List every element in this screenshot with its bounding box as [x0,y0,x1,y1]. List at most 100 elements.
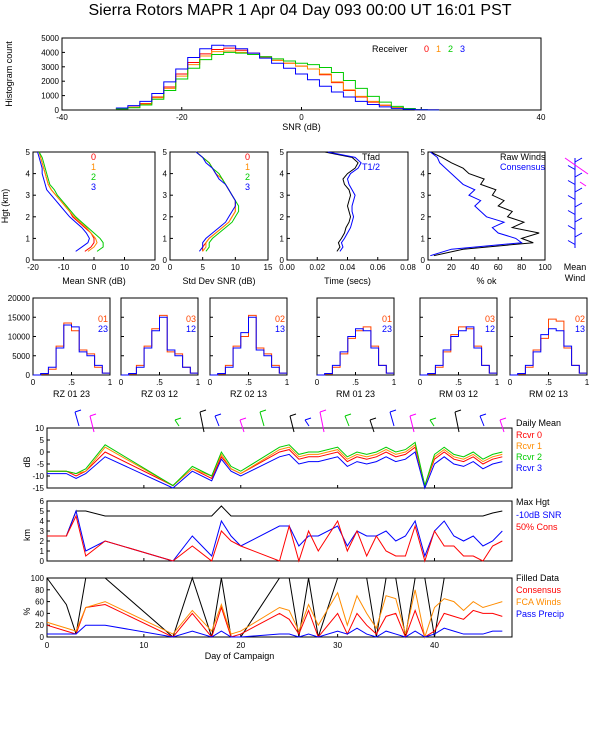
profile-series-1 [195,151,236,252]
x-axis-label: RM 03 12 [439,389,478,399]
wind-barb [454,411,460,433]
wind-barb [499,417,507,421]
legend-label: 3 [460,44,465,54]
wind-barb [214,413,222,417]
y-tick-label: -5 [37,460,45,469]
wind-barb [344,415,350,427]
wind-barb [304,419,310,427]
legend-label: 2 [245,172,250,182]
wind-barb [89,413,97,417]
mean-wind-label: Mean [564,262,587,272]
x-tick-label: -20 [27,263,39,272]
y-tick-label: 5 [40,436,45,445]
legend-label: Consensus [500,162,546,172]
wind-barb [429,419,435,427]
x-tick-label: 20 [151,263,160,272]
y-tick-label: 4 [26,170,31,179]
x-axis-label: % ok [476,276,497,286]
x-tick-label: 0 [45,641,50,650]
legend-label: 12 [186,324,196,334]
legend-label: 1 [245,162,250,172]
y-tick-label: 2 [163,213,168,222]
x-tick-label: 0 [168,263,173,272]
legend-label: 0 [245,152,250,162]
legend-label: T1/2 [362,162,380,172]
x-tick-label: .5 [245,378,252,387]
legend-label: 13 [275,324,285,334]
wind-barb [574,232,583,238]
wind-barb [574,172,583,178]
legend-label: -10dB SNR [516,510,562,520]
legend-label: 02 [575,314,585,324]
wind-barb [479,415,485,427]
legend-label: 3 [91,182,96,192]
wind-barb [564,157,589,175]
time-profile: 0.00 0.02 0.04 0.06 0.08 0 1 2 3 4 5 Time (secs) Tfa… [279,148,416,286]
x-tick-label: 60 [494,263,503,272]
wind-barb [304,417,312,421]
x-tick-label: .5 [156,378,163,387]
small_hist_1-frame [32,297,111,376]
legend-label: Filled Data [516,573,559,583]
x-tick-label: 0 [31,378,36,387]
x-axis-label: SNR (dB) [282,122,321,132]
y-axis-label: km [22,529,32,541]
y-tick-label: 6 [40,497,45,506]
x-tick-label: 5 [200,263,205,272]
x-tick-label: 15 [264,263,273,272]
x-tick-label: 20 [417,113,426,122]
x-tick-label: 0 [418,378,423,387]
y-tick-label: 0 [280,256,285,265]
legend-label: 01 [98,314,108,324]
daily_hgt-frame [46,500,513,562]
wind-barb [239,419,245,433]
x-tick-label: 0.04 [340,263,356,272]
wind-barb [429,417,437,421]
daily_snr-frame [46,427,513,489]
profile-series-2 [38,151,104,252]
daily-wind-barbs [74,409,507,433]
x-tick-label: .5 [352,378,359,387]
x-tick-label: 0.08 [400,263,416,272]
histogram-series-2 [115,51,440,111]
y-axis-label: Histogram count [4,41,14,107]
wind-barb [454,409,462,413]
y-tick-label: 5 [163,148,168,157]
legend-label: 2 [448,44,453,54]
std_snr_profile-frame [169,151,269,261]
x-tick-label: 0.02 [309,263,325,272]
wind-barb [289,413,297,417]
legend-label: 02 [275,314,285,324]
profile-series-0 [38,151,95,252]
x-tick-label: 0 [208,378,213,387]
small-hist-series-13 [510,328,587,376]
y-tick-label: 5 [280,148,285,157]
profile-series-T1/2 [327,151,362,252]
wind-barb [369,417,377,421]
x-tick-label: 10 [120,263,129,272]
x-tick-label: 0 [119,378,124,387]
small_hist_2-frame [120,297,199,376]
profile-series-2 [195,151,240,252]
legend-label: 23 [98,324,108,334]
y-tick-label: 40 [35,609,44,618]
y-tick-label: 0 [163,256,168,265]
legend-label: Rcvr 0 [516,430,542,440]
legend-label: Consensus [516,585,562,595]
x-tick-label: 0.00 [279,263,295,272]
x-tick-label: 40 [430,641,439,650]
wind-barb [199,411,205,433]
y-tick-label: 3 [26,191,31,200]
y-tick-label: 0 [40,448,45,457]
x-tick-label: .5 [545,378,552,387]
y-axis-label: Hgt (km) [0,189,10,224]
small-hist-series-12 [121,316,198,376]
wind-barb [409,413,417,417]
y-tick-label: 0 [40,557,45,566]
mean-wind-label: Wind [565,273,586,283]
